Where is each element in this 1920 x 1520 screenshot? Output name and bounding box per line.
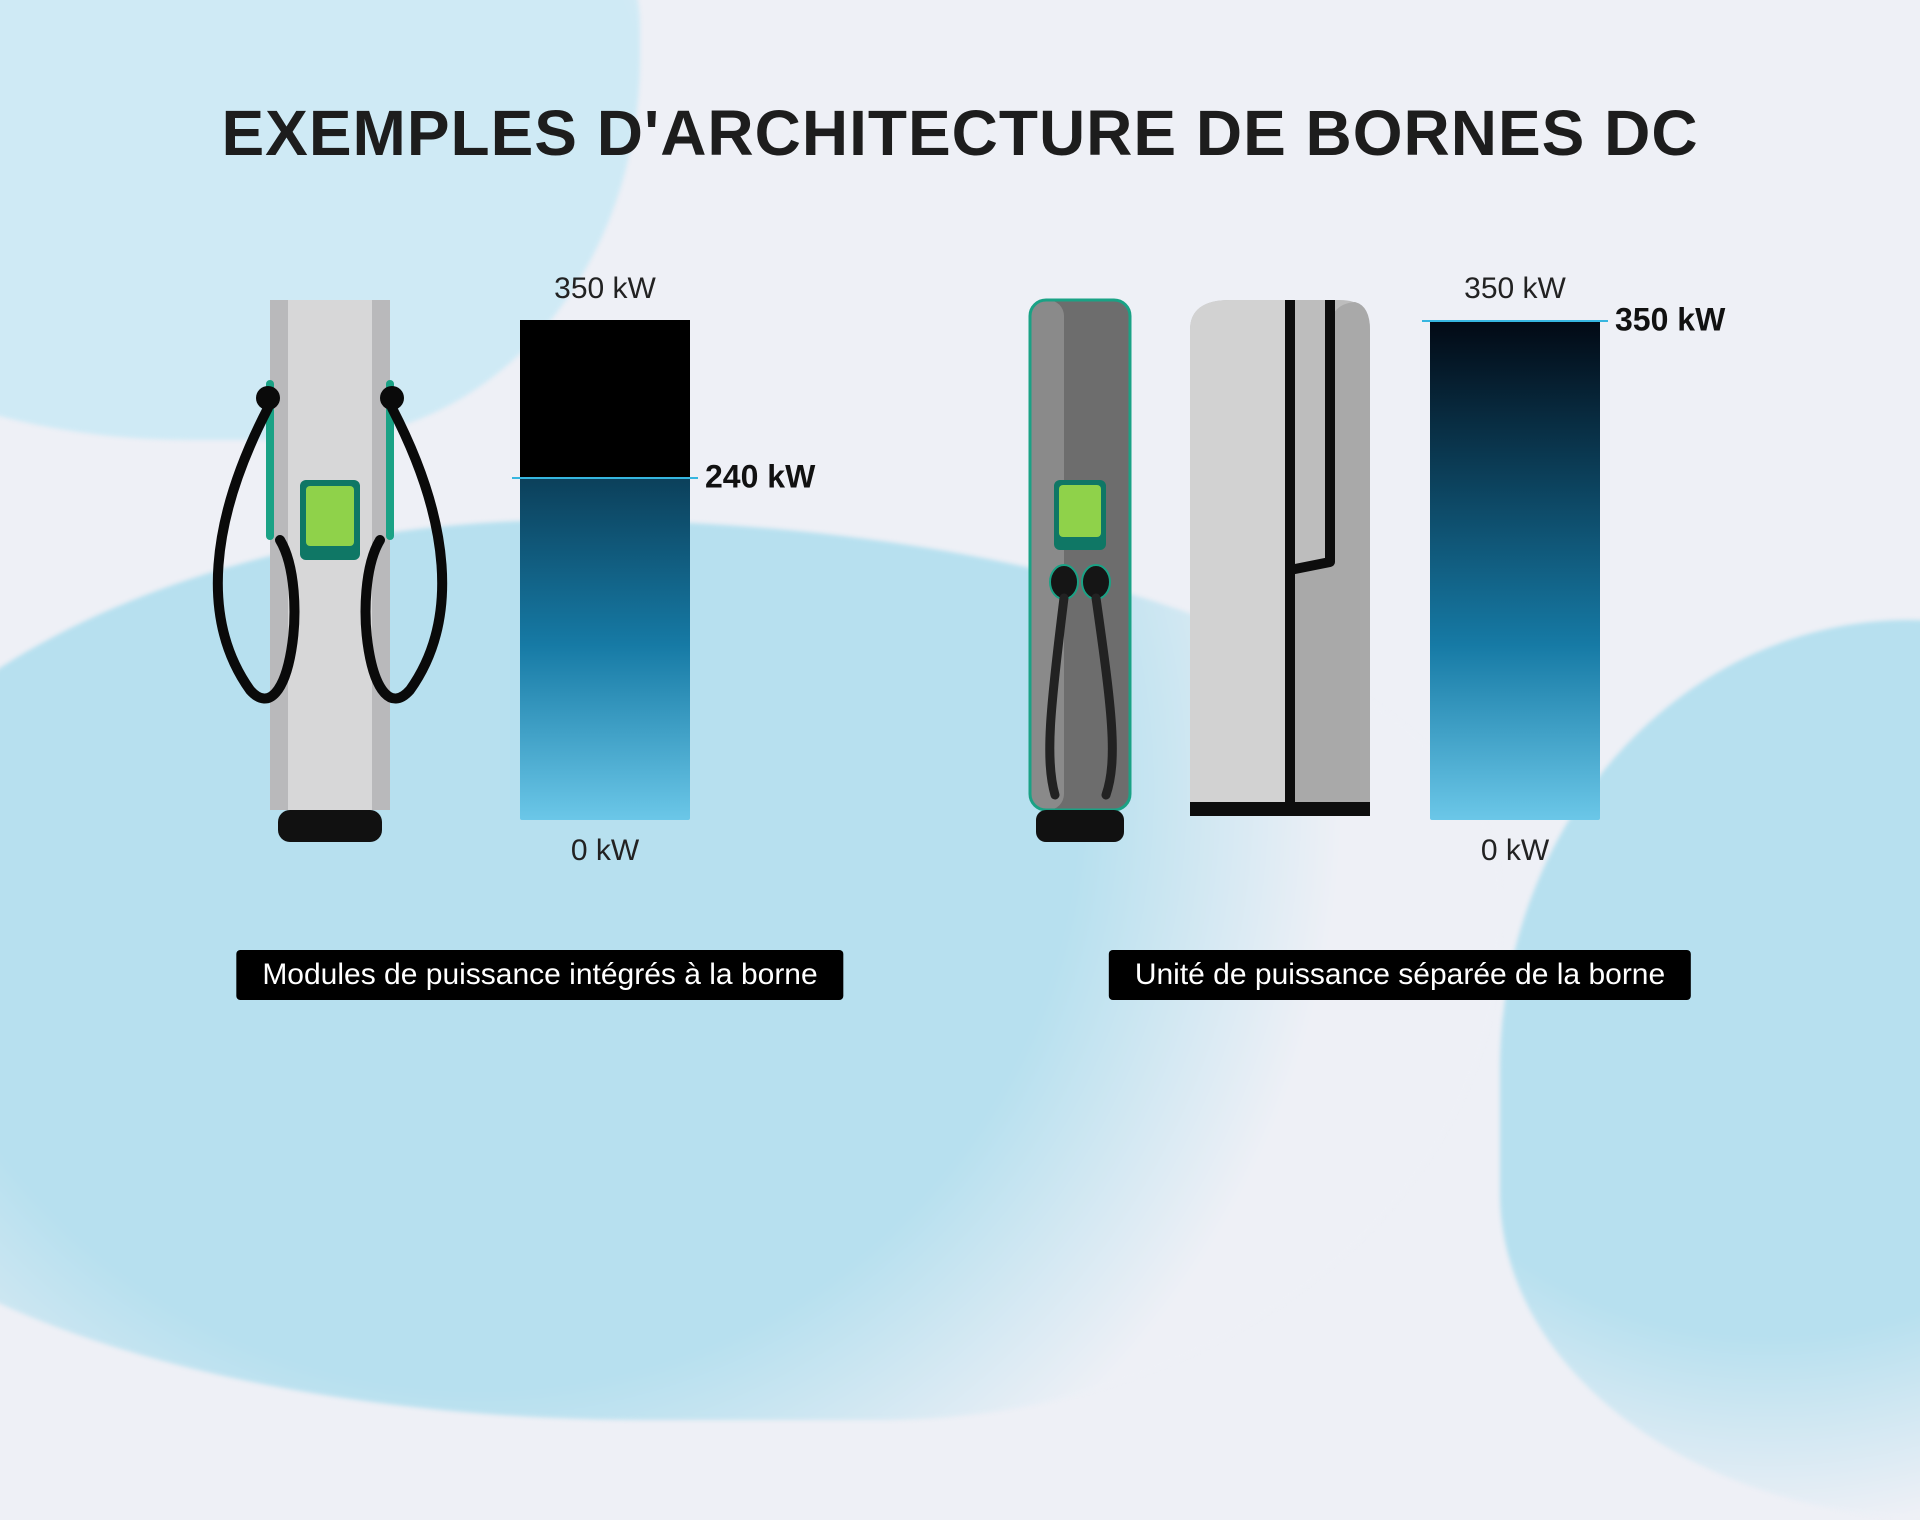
- gauge-mark-line: [1422, 320, 1608, 322]
- gauge-mark-label: 350 kW: [1615, 302, 1725, 339]
- power-unit-illustration: [1170, 290, 1390, 850]
- panel-separate: 350 kW 350 kW 0 kW Unité de puissance sé…: [960, 280, 1840, 920]
- gauge-cap: [520, 320, 690, 477]
- gauge-min-label: 0 kW: [520, 834, 690, 868]
- charger-separate-illustration: [1000, 290, 1160, 850]
- gauge-separate: 350 kW 350 kW 0 kW: [1430, 320, 1600, 820]
- gauge-mark-label: 240 kW: [705, 459, 815, 496]
- charger-integrated-illustration: [180, 290, 480, 850]
- page-title: EXEMPLES D'ARCHITECTURE DE BORNES DC: [0, 96, 1920, 170]
- gauge-integrated: 240 kW 350 kW 0 kW: [520, 320, 690, 820]
- gauge-mark-line: [512, 477, 698, 479]
- panel-integrated: 240 kW 350 kW 0 kW Modules de puissance …: [120, 280, 960, 920]
- gauge-max-label: 350 kW: [1430, 272, 1600, 306]
- caption-integrated: Modules de puissance intégrés à la borne: [236, 950, 843, 1000]
- caption-separate: Unité de puissance séparée de la borne: [1109, 950, 1691, 1000]
- gauge-min-label: 0 kW: [1430, 834, 1600, 868]
- gauge-max-label: 350 kW: [520, 272, 690, 306]
